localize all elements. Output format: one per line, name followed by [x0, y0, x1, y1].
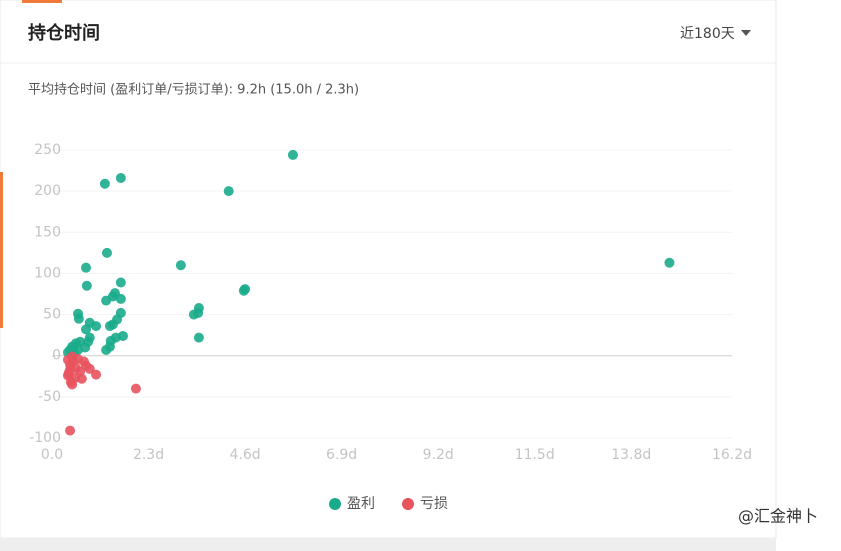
legend-label: 亏损 [420, 496, 448, 512]
point [91, 369, 102, 380]
plot: -100 -50 0 50 100 150 200 250 0.0 2.3d 4.6d 6.9d 9.2… [29, 142, 752, 512]
legend-label: 盈利 [347, 496, 375, 512]
x-tick-label: 11.5d [515, 447, 555, 463]
x-tick-label: 16.2d [712, 447, 752, 463]
point [101, 344, 112, 355]
y-tick-label: -50 [38, 389, 61, 405]
point [81, 324, 91, 335]
tab-indicator [22, 0, 62, 3]
point [78, 356, 89, 367]
point [188, 309, 199, 320]
x-tick-label: 13.8d [611, 447, 651, 463]
y-tick-label: 50 [43, 307, 61, 323]
point [287, 149, 298, 160]
point [91, 321, 102, 332]
watermark: @汇金神卜 [738, 507, 818, 526]
point [99, 178, 110, 189]
legend-marker [329, 498, 341, 510]
point [115, 172, 126, 183]
point [223, 186, 234, 197]
card [0, 0, 777, 539]
dropdown-arrow[interactable] [741, 30, 751, 36]
point [238, 285, 249, 296]
y-tick-label: 100 [34, 265, 61, 281]
point [115, 277, 126, 288]
side-indicator [0, 172, 3, 328]
point [65, 425, 76, 436]
legend-marker [402, 498, 414, 510]
point [115, 293, 126, 304]
point [104, 321, 115, 332]
point [81, 262, 91, 273]
point [73, 313, 84, 324]
point [81, 280, 92, 291]
period-select[interactable]: 近180天 [680, 26, 735, 42]
point [130, 383, 141, 394]
point [63, 367, 74, 378]
point [101, 247, 112, 258]
y-tick-label: -100 [29, 430, 61, 446]
point [101, 295, 112, 306]
x-tick-label: 9.2d [423, 447, 454, 463]
y-tick-label: 200 [34, 183, 61, 199]
card-title: 持仓时间 [28, 22, 100, 44]
subtitle: 平均持仓时间 (盈利订单/亏损订单): 9.2h (15.0h / 2.3h) [28, 83, 359, 98]
point [67, 351, 78, 362]
y-tick-label: 250 [34, 142, 61, 158]
point [193, 332, 204, 343]
x-tick-label: 2.3d [133, 447, 164, 463]
x-tick-label: 6.9d [326, 447, 357, 463]
footer-strip [0, 538, 776, 551]
point [175, 260, 186, 271]
point [664, 257, 675, 268]
x-tick-label: 0.0 [41, 447, 63, 463]
y-tick-label: 150 [34, 224, 61, 240]
x-tick-label: 4.6d [230, 447, 261, 463]
y-tick-label: 0 [52, 348, 61, 364]
